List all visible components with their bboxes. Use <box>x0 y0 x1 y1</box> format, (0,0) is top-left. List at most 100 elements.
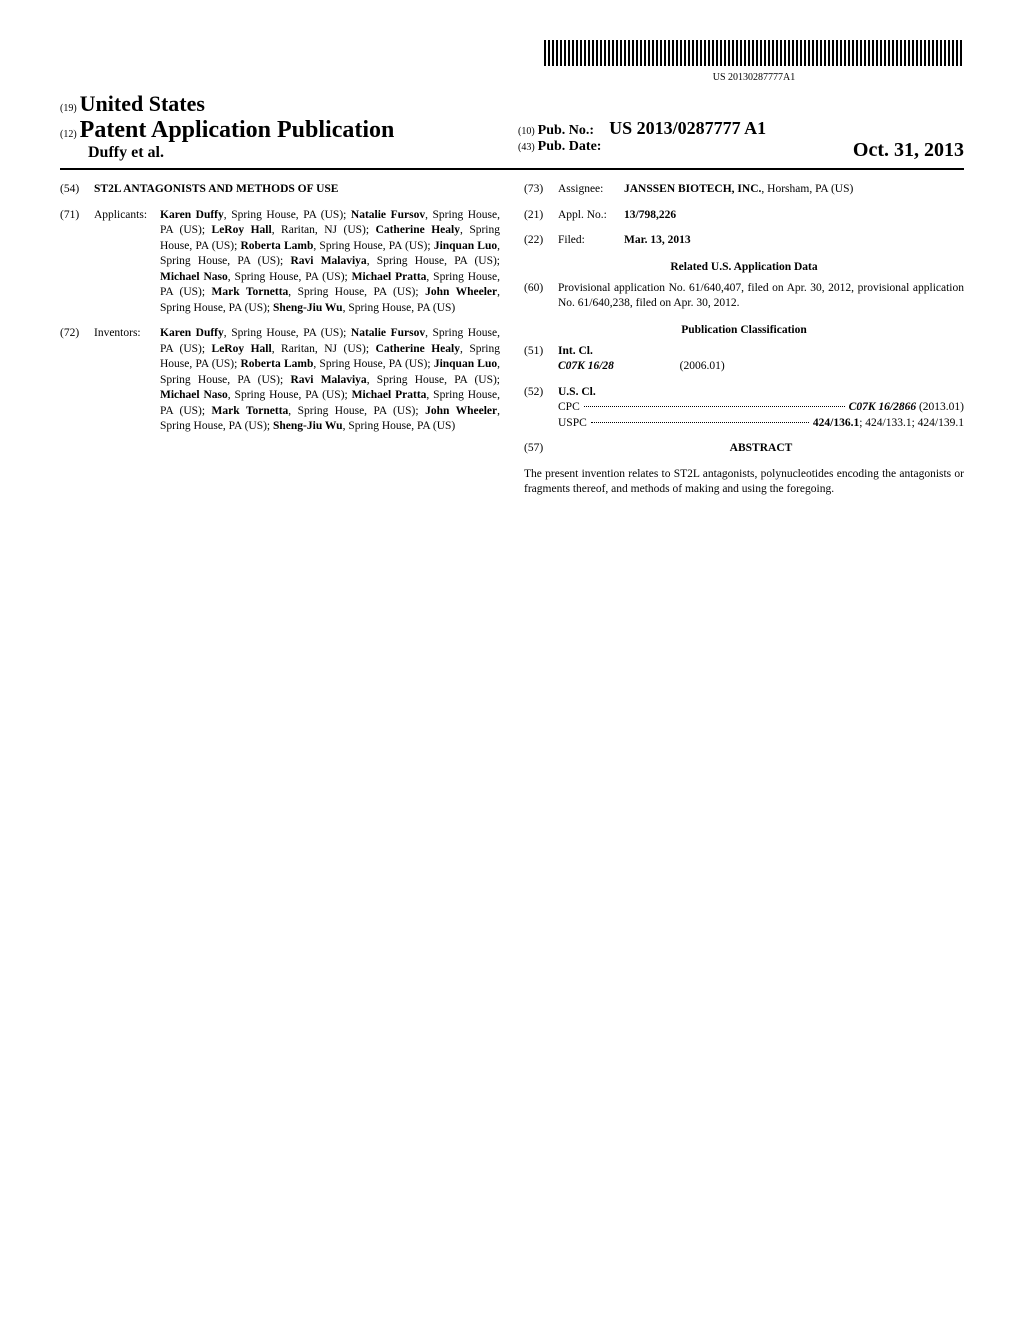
intcl-line: C07K 16/28 (2006.01) <box>558 359 964 375</box>
applicants-code: (71) <box>60 208 94 317</box>
uscl-field: (52) U.S. Cl. CPC C07K 16/2866 (2013.01)… <box>524 385 964 432</box>
person-name: Natalie Fursov <box>351 327 425 339</box>
person-name: LeRoy Hall <box>212 343 272 355</box>
related-code: (60) <box>524 281 558 312</box>
person-loc: , Spring House, PA (US) <box>343 420 456 432</box>
intcl-class: C07K 16/28 <box>558 360 614 372</box>
title-field: (54) ST2L ANTAGONISTS AND METHODS OF USE <box>60 182 500 198</box>
header-right: (10) Pub. No.: US 2013/0287777 A1 (43) P… <box>506 118 964 162</box>
person-name: Natalie Fursov <box>351 209 425 221</box>
uscl-body: U.S. Cl. CPC C07K 16/2866 (2013.01) USPC… <box>558 385 964 432</box>
filed-value: Mar. 13, 2013 <box>624 233 964 249</box>
person-name: Michael Naso <box>160 389 228 401</box>
person-name: Roberta Lamb <box>240 240 313 252</box>
author-line: Duffy et al. <box>60 144 506 162</box>
assignee-field: (73) Assignee: JANSSEN BIOTECH, INC., Ho… <box>524 182 964 198</box>
person-name: Michael Pratta <box>352 389 427 401</box>
cpc-value: C07K 16/2866 <box>849 401 916 413</box>
uspc-line: USPC 424/136.1; 424/133.1; 424/139.1 <box>558 416 964 432</box>
code-19: (19) <box>60 103 77 114</box>
abstract-heading: ABSTRACT <box>730 442 793 454</box>
related-field: (60) Provisional application No. 61/640,… <box>524 281 964 312</box>
applno-value: 13/798,226 <box>624 208 964 224</box>
authors: Duffy et al. <box>88 144 164 161</box>
assignee-label: Assignee: <box>558 182 624 198</box>
person-loc: , Spring House, PA (US); <box>313 240 433 252</box>
intcl-field: (51) Int. Cl. C07K 16/28 (2006.01) <box>524 344 964 375</box>
person-name: Jinquan Luo <box>434 240 497 252</box>
uspc-value: 424/136.1 <box>813 417 859 429</box>
person-name: John Wheeler <box>425 286 497 298</box>
filed-label: Filed: <box>558 233 624 249</box>
person-name: Jinquan Luo <box>434 358 497 370</box>
assignee-body: JANSSEN BIOTECH, INC., Horsham, PA (US) <box>624 182 964 198</box>
assignee-code: (73) <box>524 182 558 198</box>
person-loc: , Spring House, PA (US); <box>228 271 352 283</box>
person-name: Michael Pratta <box>352 271 427 283</box>
title-code: (54) <box>60 182 94 198</box>
divider <box>60 168 964 170</box>
title-text: ST2L ANTAGONISTS AND METHODS OF USE <box>94 182 500 198</box>
intcl-code: (51) <box>524 344 558 375</box>
person-name: Michael Naso <box>160 271 228 283</box>
applno-label: Appl. No.: <box>558 208 624 224</box>
header-left: (19) United States (12) Patent Applicati… <box>60 91 506 162</box>
assignee-name: JANSSEN BIOTECH, INC. <box>624 183 761 195</box>
cpc-label: CPC <box>558 400 580 416</box>
filed-field: (22) Filed: Mar. 13, 2013 <box>524 233 964 249</box>
person-loc: , Spring House, PA (US); <box>224 209 351 221</box>
inventors-list: Karen Duffy, Spring House, PA (US); Nata… <box>160 326 500 435</box>
person-loc: , Spring House, PA (US); <box>224 327 351 339</box>
inventors-field: (72) Inventors: Karen Duffy, Spring Hous… <box>60 326 500 435</box>
right-column: (73) Assignee: JANSSEN BIOTECH, INC., Ho… <box>524 182 964 498</box>
applicants-field: (71) Applicants: Karen Duffy, Spring Hou… <box>60 208 500 317</box>
left-column: (54) ST2L ANTAGONISTS AND METHODS OF USE… <box>60 182 500 498</box>
barcode-section: US 20130287777A1 <box>60 40 964 83</box>
country: United States <box>80 91 205 116</box>
person-name: Ravi Malaviya <box>290 255 366 267</box>
cpc-version: (2013.01) <box>916 401 964 413</box>
person-name: Karen Duffy <box>160 209 224 221</box>
pub-date-label: Pub. Date: <box>538 139 602 154</box>
pub-type-line: (12) Patent Application Publication <box>60 117 506 144</box>
code-43: (43) <box>518 142 535 153</box>
related-heading: Related U.S. Application Data <box>524 261 964 273</box>
inventors-label: Inventors: <box>94 326 160 435</box>
abstract-heading-wrap: ABSTRACT <box>558 441 964 457</box>
person-name: Catherine Healy <box>376 343 460 355</box>
content: (54) ST2L ANTAGONISTS AND METHODS OF USE… <box>60 182 964 498</box>
applicants-label: Applicants: <box>94 208 160 317</box>
applno-field: (21) Appl. No.: 13/798,226 <box>524 208 964 224</box>
header-row: (19) United States (12) Patent Applicati… <box>60 91 964 162</box>
uscl-label: U.S. Cl. <box>558 385 964 401</box>
pub-type: Patent Application Publication <box>80 117 395 143</box>
person-name: Ravi Malaviya <box>290 374 366 386</box>
person-loc: , Spring House, PA (US); <box>288 286 425 298</box>
barcode-graphic <box>544 40 964 66</box>
applicants-list: Karen Duffy, Spring House, PA (US); Nata… <box>160 208 500 317</box>
filed-code: (22) <box>524 233 558 249</box>
pub-date: Oct. 31, 2013 <box>853 139 964 162</box>
pub-no-label: Pub. No.: <box>538 123 594 138</box>
intcl-body: Int. Cl. C07K 16/28 (2006.01) <box>558 344 964 375</box>
country-line: (19) United States <box>60 91 506 117</box>
assignee-loc: , Horsham, PA (US) <box>761 183 853 195</box>
inventors-code: (72) <box>60 326 94 435</box>
pub-no-line: (10) Pub. No.: US 2013/0287777 A1 <box>518 118 964 139</box>
abstract-header: (57) ABSTRACT <box>524 441 964 457</box>
dots <box>591 422 809 423</box>
person-loc: , Spring House, PA (US); <box>367 374 500 386</box>
person-name: Mark Tornetta <box>212 286 289 298</box>
person-loc: , Spring House, PA (US) <box>343 302 456 314</box>
intcl-version: (2006.01) <box>680 360 725 372</box>
pub-date-line: (43) Pub. Date: Oct. 31, 2013 <box>518 139 964 162</box>
dots <box>584 406 845 407</box>
person-name: LeRoy Hall <box>212 224 272 236</box>
person-name: John Wheeler <box>425 405 497 417</box>
person-loc: , Raritan, NJ (US); <box>272 343 376 355</box>
barcode-label: US 20130287777A1 <box>544 72 964 83</box>
person-loc: , Raritan, NJ (US); <box>272 224 376 236</box>
uspc-label: USPC <box>558 416 587 432</box>
person-name: Sheng-Jiu Wu <box>273 420 343 432</box>
person-name: Catherine Healy <box>376 224 460 236</box>
